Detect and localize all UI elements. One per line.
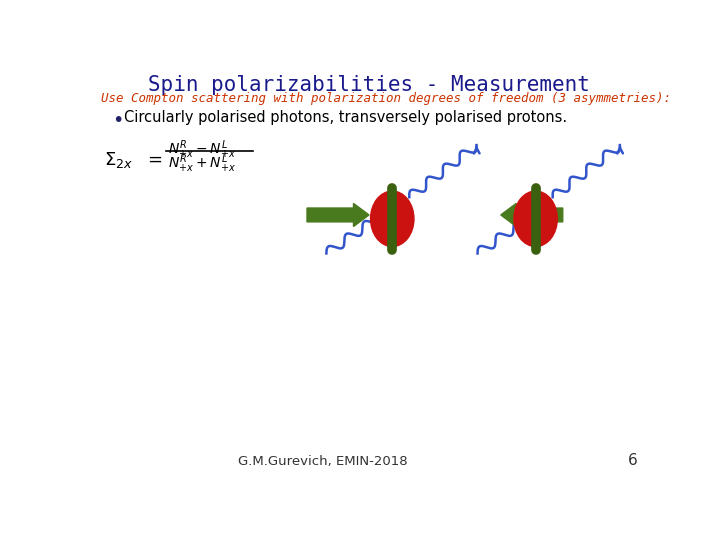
Text: $\Sigma_{2x}$: $\Sigma_{2x}$ bbox=[104, 150, 133, 170]
Ellipse shape bbox=[371, 191, 414, 247]
Text: G.M.Gurevich, EMIN-2018: G.M.Gurevich, EMIN-2018 bbox=[238, 455, 408, 468]
Text: Circularly polarised photons, transversely polarised protons.: Circularly polarised photons, transverse… bbox=[124, 110, 567, 125]
Text: Spin polarizabilities - Measurement: Spin polarizabilities - Measurement bbox=[148, 75, 590, 95]
Text: •: • bbox=[112, 111, 123, 130]
Text: $=$: $=$ bbox=[144, 150, 163, 167]
Ellipse shape bbox=[514, 191, 557, 247]
Text: 6: 6 bbox=[628, 453, 637, 468]
Text: Use Compton scattering with polarization degrees of freedom (3 asymmetries):: Use Compton scattering with polarization… bbox=[101, 92, 671, 105]
Text: $N^R_{+x}-N^L_{+x}$: $N^R_{+x}-N^L_{+x}$ bbox=[168, 139, 235, 161]
FancyArrow shape bbox=[500, 204, 563, 226]
FancyArrow shape bbox=[307, 204, 369, 226]
Text: $N^R_{+x}+N^L_{+x}$: $N^R_{+x}+N^L_{+x}$ bbox=[168, 153, 235, 175]
